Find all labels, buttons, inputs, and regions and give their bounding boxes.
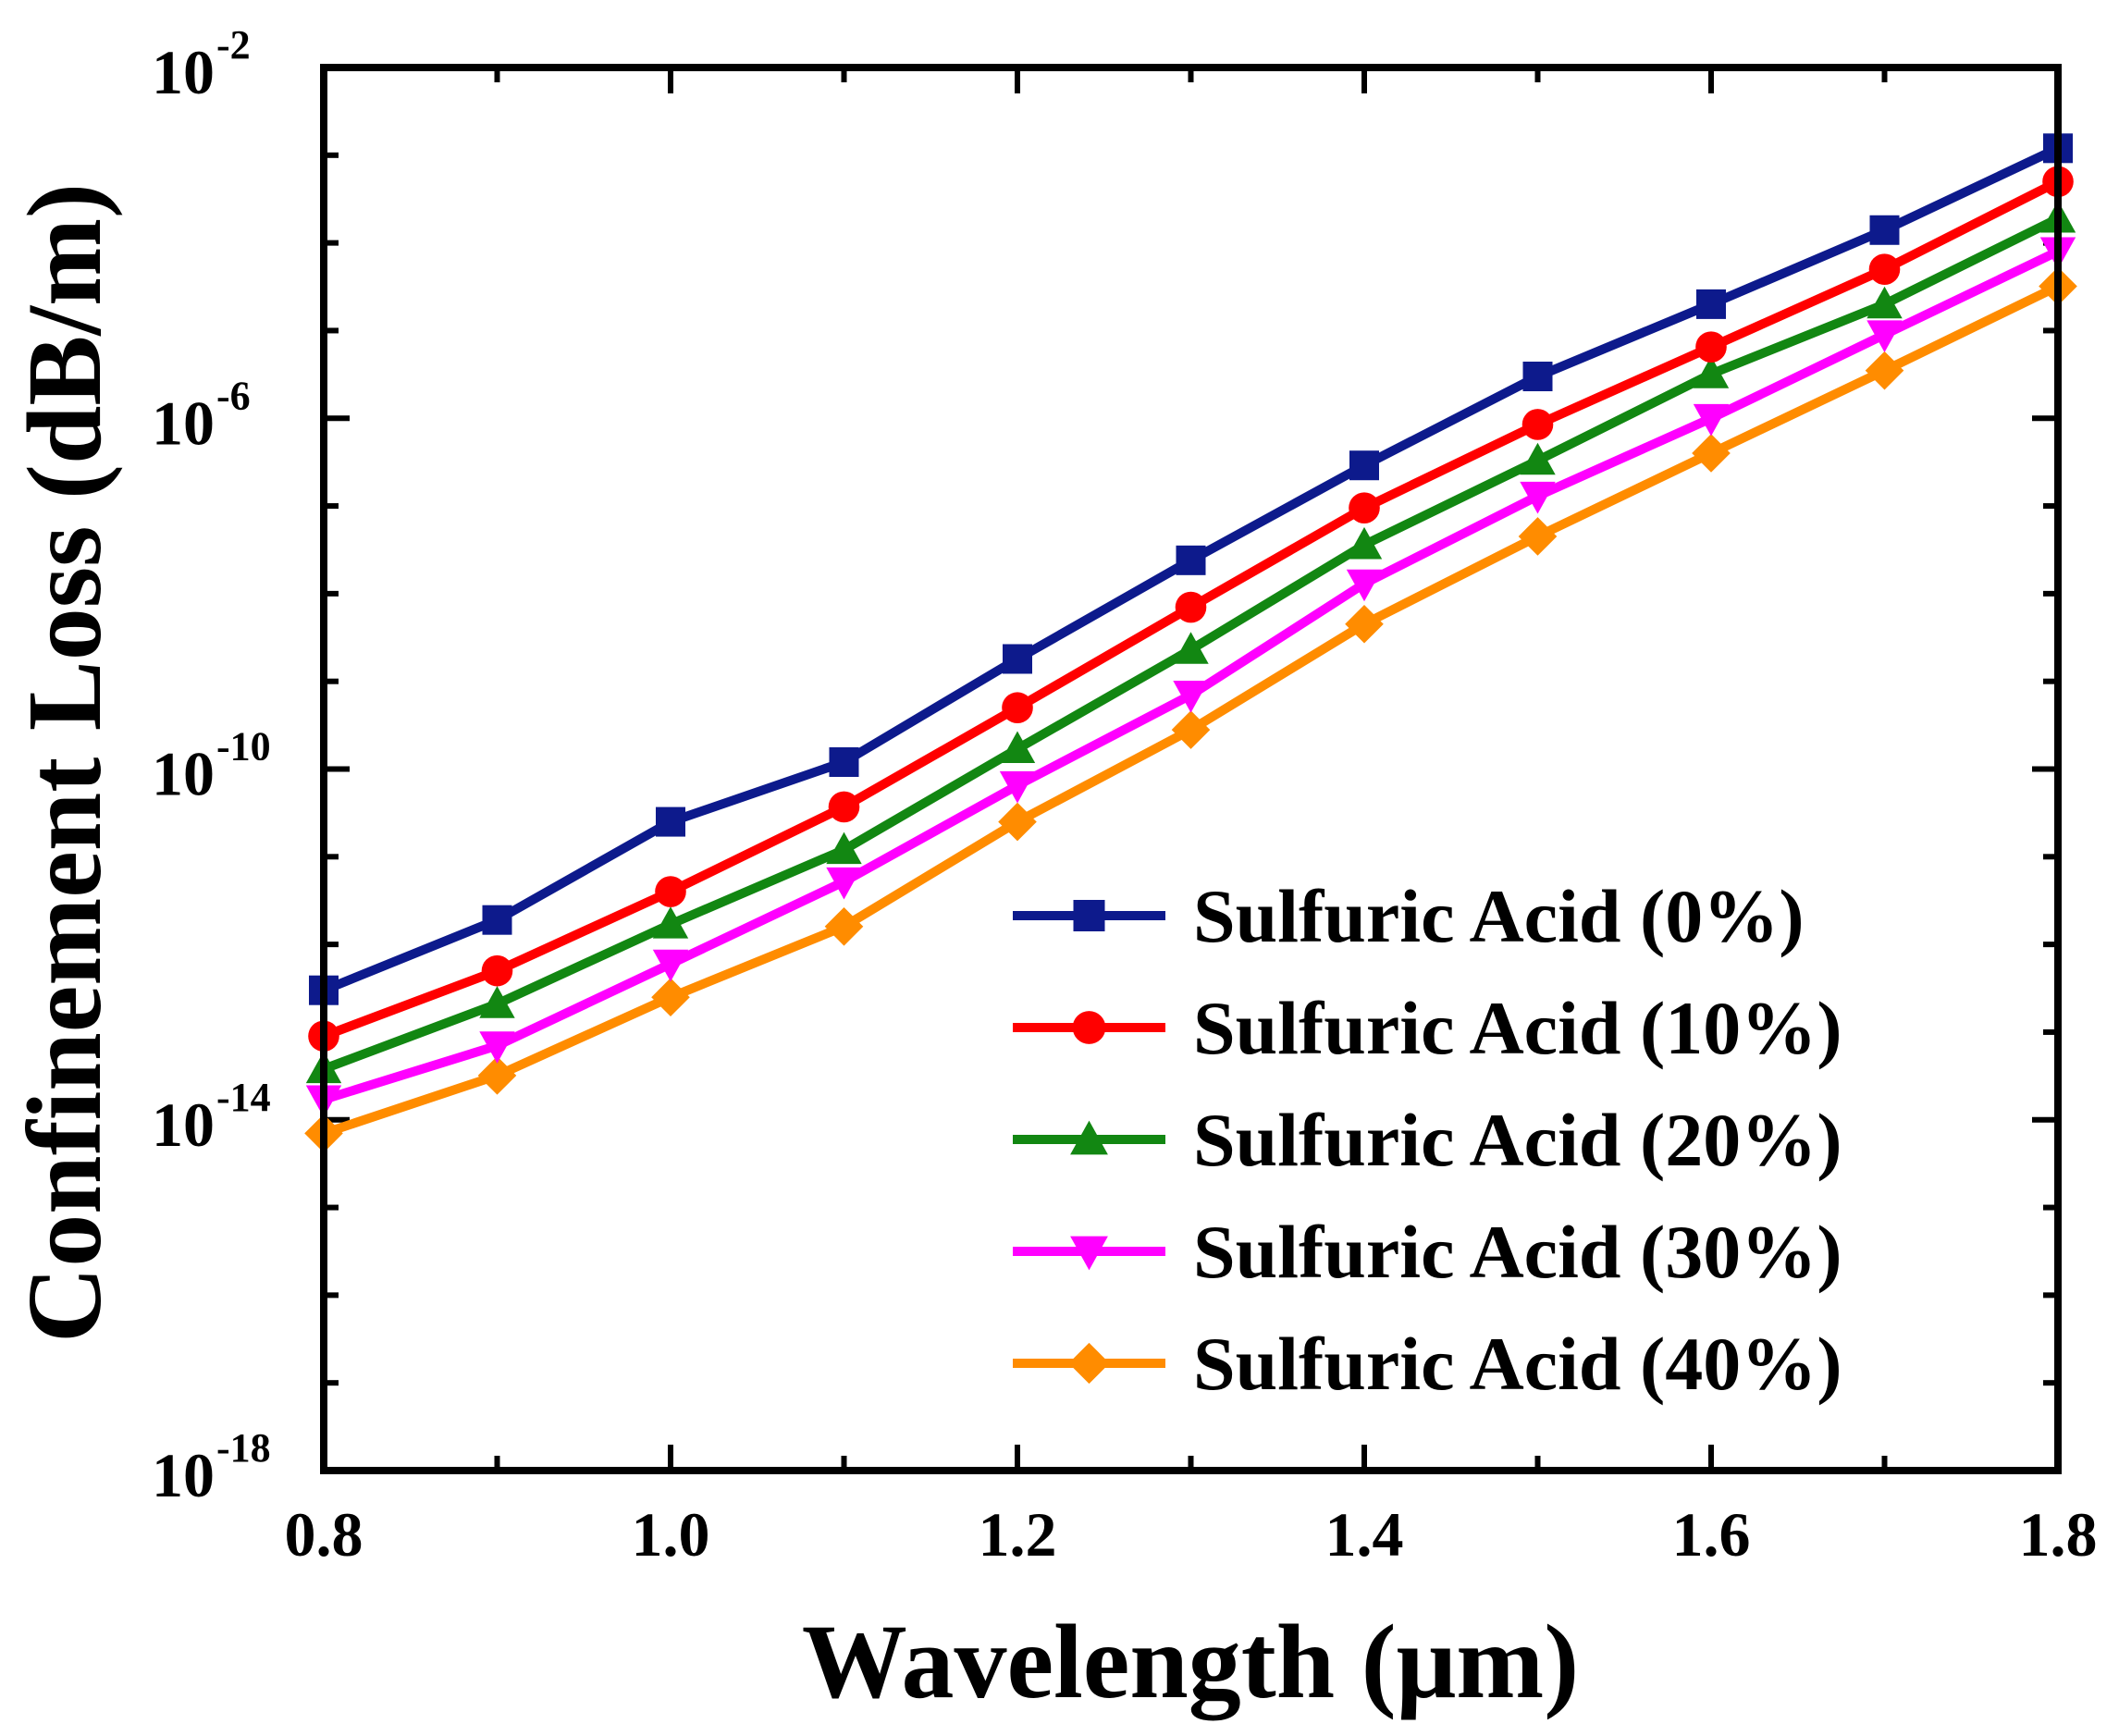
legend-item-3: Sulfuric Acid (30%) [1013, 1210, 1842, 1294]
series-line [322, 247, 2061, 1104]
marker-triangle-up [1346, 526, 1383, 560]
marker-circle [1072, 1011, 1106, 1044]
legend-item-2: Sulfuric Acid (20%) [1013, 1098, 1842, 1182]
marker-triangle-up [1866, 286, 1903, 319]
marker-circle [1349, 492, 1380, 523]
marker-square [1349, 450, 1379, 481]
marker-diamond [1171, 710, 1211, 749]
y-axis-title: Confinement Loss (dB/m) [6, 183, 123, 1343]
y-tick-label: 10 [152, 388, 215, 458]
y-tick-label: 10 [152, 1440, 215, 1510]
marker-square [1696, 289, 1726, 319]
y-tick-exponent: -10 [216, 724, 271, 770]
marker-triangle-up [1070, 1120, 1108, 1155]
marker-triangle-down [826, 867, 862, 900]
marker-diamond [1068, 1342, 1110, 1385]
marker-circle [1695, 331, 1727, 363]
marker-triangle-up [999, 731, 1036, 764]
marker-square [1522, 362, 1553, 392]
x-tick-label: 1.6 [1672, 1499, 1751, 1570]
marker-triangle-down [999, 770, 1036, 804]
marker-triangle-down [1346, 569, 1383, 602]
marker-circle [481, 954, 513, 987]
marker-triangle-down [1173, 681, 1209, 713]
series-1 [308, 166, 2074, 1053]
x-tick-label: 0.8 [285, 1499, 363, 1570]
x-tick-label: 1.4 [1325, 1499, 1404, 1570]
y-tick-label: 10 [152, 739, 215, 809]
marker-diamond [477, 1056, 517, 1095]
legend-item-0: Sulfuric Acid (0%) [1013, 874, 1805, 958]
y-tick-label: 10 [152, 1090, 215, 1160]
x-tick-label: 1.0 [632, 1499, 710, 1570]
marker-square [1869, 215, 1900, 245]
marker-triangle-up [1173, 632, 1209, 664]
legend-label: Sulfuric Acid (30%) [1193, 1210, 1842, 1294]
marker-diamond [1345, 604, 1384, 644]
marker-diamond [824, 906, 864, 946]
marker-triangle-up [479, 986, 515, 1018]
legend-label: Sulfuric Acid (10%) [1193, 986, 1842, 1070]
legend-label: Sulfuric Acid (20%) [1193, 1098, 1842, 1182]
x-tick-label: 1.8 [2019, 1499, 2098, 1570]
marker-triangle-down [652, 949, 689, 982]
marker-triangle-up [652, 906, 689, 939]
legend-label: Sulfuric Acid (0%) [1193, 874, 1805, 958]
marker-triangle-up [1520, 442, 1556, 475]
marker-diamond [998, 802, 1037, 842]
series-layer [304, 133, 2077, 1153]
marker-square [829, 746, 859, 777]
y-tick-exponent: -18 [216, 1425, 271, 1471]
marker-triangle-down [479, 1031, 515, 1064]
marker-square [1003, 644, 1032, 674]
legend-label: Sulfuric Acid (40%) [1193, 1322, 1842, 1406]
y-tick-exponent: -6 [216, 373, 251, 418]
marker-circle [655, 876, 686, 907]
marker-circle [828, 791, 860, 823]
marker-circle [1521, 409, 1554, 440]
marker-triangle-down [1520, 481, 1556, 514]
series-0 [309, 133, 2073, 1005]
marker-square [482, 905, 512, 935]
marker-square [656, 806, 685, 837]
marker-diamond [1692, 434, 1731, 473]
y-tick-exponent: -14 [216, 1075, 271, 1120]
marker-diamond [1865, 351, 1904, 390]
marker-diamond [651, 978, 690, 1017]
marker-triangle-down [1693, 403, 1730, 437]
marker-circle [1868, 253, 1901, 285]
legend: Sulfuric Acid (0%) Sulfuric Acid (10%) Sul… [1013, 874, 1842, 1406]
marker-triangle-up [1693, 356, 1730, 388]
x-tick-label: 1.2 [979, 1499, 1057, 1570]
marker-triangle-down [1070, 1236, 1108, 1271]
marker-triangle-down [1866, 320, 1903, 352]
y-tick-exponent: -2 [216, 22, 251, 68]
marker-triangle-up [826, 831, 862, 865]
marker-square [1073, 900, 1105, 931]
marker-diamond [1518, 517, 1558, 556]
series-4 [304, 266, 2077, 1153]
marker-square [1176, 545, 1206, 575]
marker-circle [1002, 692, 1033, 724]
marker-circle [1175, 591, 1207, 623]
legend-item-1: Sulfuric Acid (10%) [1013, 986, 1842, 1070]
legend-item-4: Sulfuric Acid (40%) [1013, 1322, 1842, 1406]
y-tick-label: 10 [152, 37, 215, 107]
x-axis-title: Wavelength (μm) [802, 1603, 1579, 1720]
series-2 [305, 200, 2076, 1084]
plot-frame [320, 64, 2062, 1474]
